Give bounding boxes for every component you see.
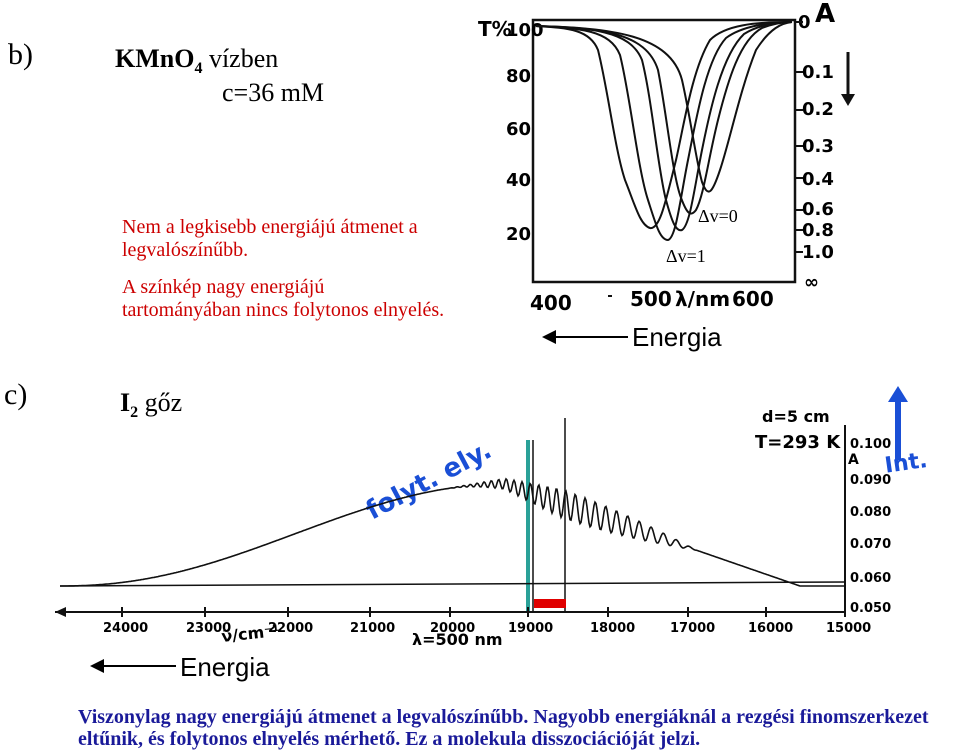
- i2-x-tick: 20000: [430, 621, 475, 636]
- caption-line-2: eltűnik, és folytonos elnyelés mérhető. …: [78, 728, 701, 750]
- i2-y-tick: 0.080: [850, 505, 891, 520]
- i2-absorption-curve: [60, 477, 845, 587]
- x-label: λ/nm: [675, 287, 730, 311]
- i2-y-tick: 0.050: [850, 601, 891, 616]
- lambda-label: λ=500 nm: [412, 630, 503, 649]
- i2-x-tick: 15000: [826, 621, 871, 636]
- i2-x-tick: 17000: [670, 621, 715, 636]
- section-c-label: c): [4, 378, 28, 411]
- i2-x-tick: 23000: [186, 621, 231, 636]
- i2-title: I2 gőz: [120, 388, 182, 422]
- annot-dv0: Δv=0: [698, 206, 738, 226]
- folyt-label: folyt. ely.: [361, 435, 496, 526]
- i2-y-tick: 0.100: [850, 437, 891, 452]
- i2-formula: I: [120, 388, 131, 417]
- i2-x-tick: 22000: [268, 621, 313, 636]
- red-bar: [534, 599, 566, 608]
- y-left-tick: 80: [506, 66, 531, 87]
- i2-subscript: 2: [130, 404, 139, 422]
- kmno4-spectra: [535, 21, 793, 242]
- y-right-tick: ∞: [804, 272, 819, 293]
- notes-block: Nem a legkisebb energiájú átmenet a legv…: [122, 216, 502, 322]
- annot-dv1: Δv=1: [666, 246, 706, 266]
- i2-x-tick: 24000: [103, 621, 148, 636]
- int-label: Int.: [883, 448, 929, 479]
- i2-y-tick: 0.060: [850, 571, 891, 586]
- energy-arrow-lower: [90, 659, 176, 673]
- y-right-tick: 0.6: [802, 199, 834, 220]
- i2-state: gőz: [144, 388, 183, 417]
- energy-label-lower: Energia: [180, 652, 270, 682]
- kmno4-title: KMnO4 vízben: [115, 44, 278, 78]
- kmno4-formula: KMnO: [115, 44, 195, 73]
- i2-spectrum-plot: 0.100 A 0.090 0.080 0.070 0.060 0.050 d=…: [55, 386, 929, 649]
- i2-x-ticks: [121, 607, 846, 617]
- y-right-tick: 0.3: [802, 136, 834, 157]
- x-tick: 600: [732, 287, 774, 311]
- y-left-tick: 20: [506, 224, 531, 245]
- i2-baseline-left: [59, 581, 846, 587]
- kmno4-plot-frame: [531, 18, 797, 284]
- y-right-tick: 0.2: [802, 99, 834, 120]
- i2-y-tick: 0.090: [850, 473, 891, 488]
- i2-y-tick: 0.070: [850, 537, 891, 552]
- kmno4-concentration: c=36 mM: [222, 78, 325, 107]
- y-left-tick: 40: [506, 170, 531, 191]
- i2-y-title: A: [848, 452, 859, 468]
- y-right-tick: 0: [798, 12, 811, 33]
- note-line-2: legvalószínűbb.: [122, 239, 249, 261]
- y-left-tick: 100: [506, 20, 544, 41]
- i2-x-tick: 19000: [508, 621, 553, 636]
- energy-label-upper: Energia: [632, 322, 722, 352]
- y-right-tick-marks: [795, 21, 803, 253]
- x-tick: 400: [530, 291, 572, 315]
- energy-arrow-upper: [542, 330, 628, 344]
- note-line-3: A színkép nagy energiájú: [122, 276, 325, 298]
- kmno4-spectrum-plot: T% 100 80 60 40 20 A 0 0.1 0.2 0.3 0.4 0…: [478, 0, 855, 315]
- caption: Viszonylag nagy energiájú átmenet a legv…: [78, 706, 958, 750]
- y-right-title: A: [815, 0, 835, 29]
- cell-length: d=5 cm: [762, 407, 830, 426]
- i2-x-tick: 16000: [748, 621, 793, 636]
- caption-line-1: Viszonylag nagy energiájú átmenet a legv…: [78, 706, 929, 728]
- y-right-tick: 0.8: [802, 220, 834, 241]
- note-line-4: tartományában nincs folytonos elnyelés.: [122, 299, 445, 321]
- x-tick: 500: [630, 287, 672, 311]
- note-line-1: Nem a legkisebb energiájú átmenet a: [122, 216, 418, 238]
- i2-x-tick: 21000: [350, 621, 395, 636]
- temperature: T=293 K: [755, 432, 841, 453]
- section-b-label: b): [8, 38, 33, 71]
- y-right-tick: 1.0: [802, 242, 834, 263]
- y-left-title: T%: [478, 17, 512, 41]
- int-arrow-head: [888, 386, 908, 402]
- kmno4-solvent: vízben: [208, 44, 279, 73]
- kmno4-subscript: 4: [194, 60, 203, 78]
- i2-x-tick: 18000: [590, 621, 635, 636]
- y-right-tick: 0.4: [802, 169, 834, 190]
- y-right-tick: 0.1: [802, 62, 834, 83]
- absorbance-arrow-head: [841, 94, 855, 106]
- i2-x-axis-arrow: [55, 607, 66, 617]
- y-left-tick: 60: [506, 119, 531, 140]
